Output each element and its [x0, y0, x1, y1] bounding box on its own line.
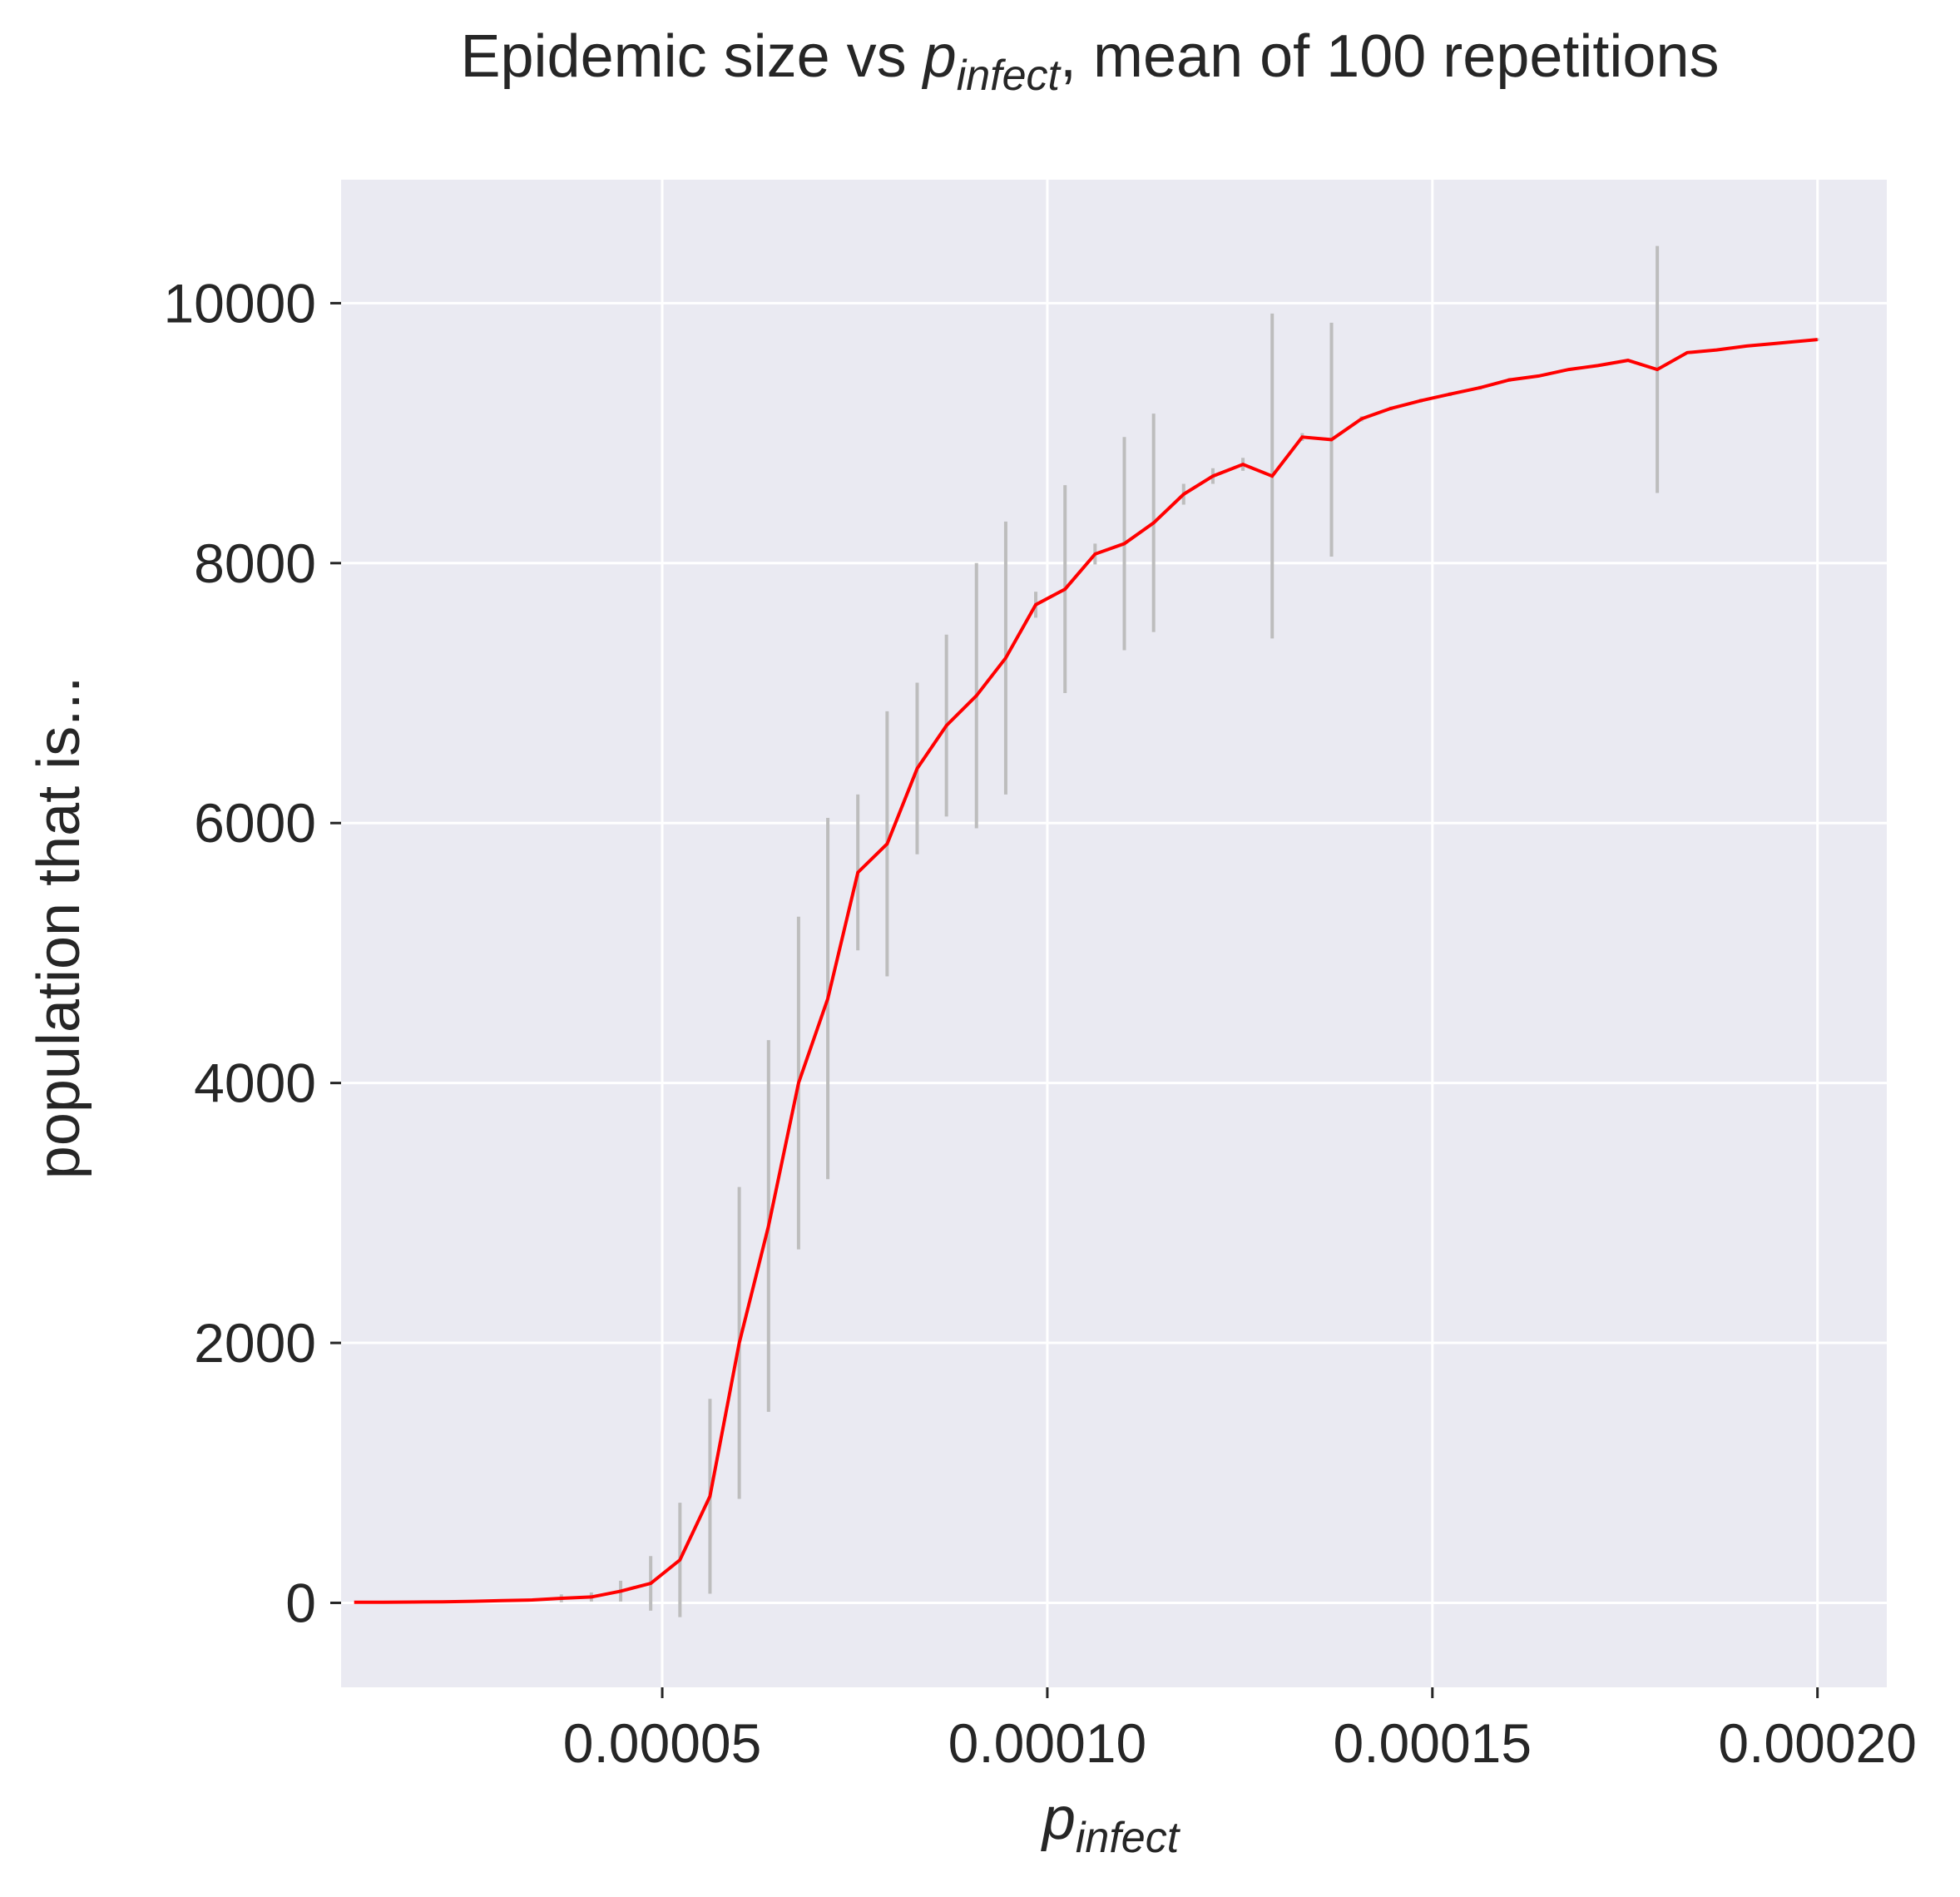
y-tick-label: 2000	[194, 1312, 316, 1374]
chart-title-prefix: Epidemic size vs	[460, 23, 923, 90]
x-tick-label: 0.00020	[1718, 1712, 1917, 1774]
plot-area	[341, 180, 1887, 1687]
x-axis-label-sub: infect	[1076, 1814, 1181, 1862]
axis-ticks	[330, 301, 1819, 1698]
grid	[341, 180, 1887, 1687]
y-tick-label: 6000	[194, 792, 316, 854]
tick-labels: 0.00005 0.00010 0.00015 0.00020 0 2000 4000 600…	[163, 272, 1917, 1774]
x-tick-label: 0.00005	[563, 1712, 762, 1774]
x-axis-label-var: p	[1041, 1786, 1076, 1852]
series-line	[354, 338, 1818, 1604]
chart-title: Epidemic size vs pinfect, mean of 100 re…	[460, 23, 1719, 100]
x-tick-label: 0.00015	[1334, 1712, 1532, 1774]
y-tick-label: 10000	[163, 272, 316, 334]
y-tick-label: 0	[285, 1572, 316, 1633]
x-axis-label: pinfect	[1041, 1786, 1181, 1862]
chart-title-sub: infect	[957, 52, 1062, 100]
y-axis-label: population that is...	[26, 676, 92, 1179]
chart-title-var: p	[922, 23, 957, 90]
y-tick-label: 4000	[194, 1053, 316, 1114]
chart-title-suffix: , mean of 100 repetitions	[1060, 23, 1720, 90]
x-tick-label: 0.00010	[948, 1712, 1147, 1774]
y-tick-label: 8000	[194, 532, 316, 594]
